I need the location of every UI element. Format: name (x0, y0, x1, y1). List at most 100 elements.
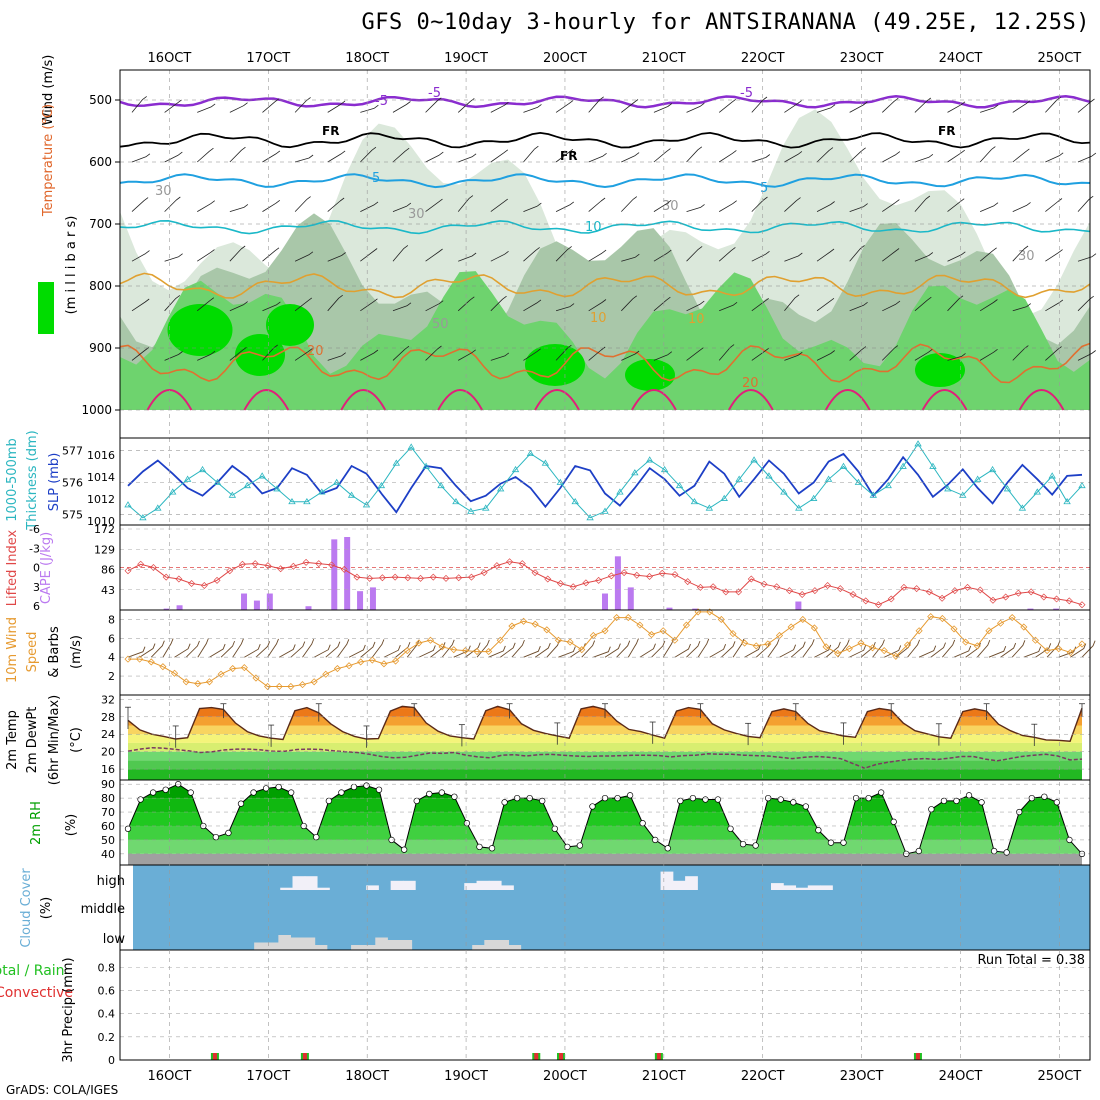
upper-wind-barb (197, 249, 215, 262)
surface-wind-barb (953, 645, 972, 658)
cloud-bar-high (820, 885, 833, 890)
cloud-bar-high (366, 885, 379, 890)
thickness-marker (183, 475, 192, 482)
upper-wind-barb (979, 202, 999, 212)
wind-speed-marker (869, 644, 877, 652)
wind-speed-marker (136, 655, 144, 663)
surface-wind-barb (302, 638, 315, 658)
thickness-marker (1018, 504, 1027, 511)
rh-marker (1041, 793, 1048, 800)
temp-tick-label: 24 (101, 728, 115, 741)
upper-wind-barb (816, 201, 835, 212)
contour-label: FR (560, 149, 577, 163)
wind-speed-marker (764, 640, 772, 648)
upper-wind-barb (523, 299, 542, 312)
upper-wind-barb (1012, 303, 1031, 312)
upper-wind-barb (229, 346, 247, 361)
upper-wind-barb (196, 147, 214, 163)
lifted-index-marker (277, 565, 285, 573)
contour-label: -5 (740, 86, 753, 101)
temp-band (128, 725, 1082, 735)
upper-wind-barb (392, 202, 412, 212)
surface-wind-barb (267, 638, 279, 658)
wind-ylabel: (m/s) (69, 635, 84, 669)
thickness-marker (198, 465, 207, 473)
wind-speed-marker (938, 614, 946, 623)
surface-wind-barb (790, 641, 806, 658)
rh-marker (551, 825, 558, 832)
cape-bar (331, 539, 338, 610)
upper-wind-barb (784, 294, 800, 312)
footer-credit: GrADS: COLA/IGES (6, 1083, 119, 1097)
wind-speed-marker (1031, 636, 1040, 644)
upper-wind-barb (197, 200, 215, 212)
surface-wind-barb (383, 645, 401, 658)
cape-bar (357, 591, 364, 610)
upper-wind-barb (686, 204, 705, 212)
rh-marker (124, 825, 132, 832)
upper-wind-barb (947, 295, 964, 312)
upper-wind-barb (164, 295, 181, 312)
thickness-marker (631, 469, 639, 476)
cloud-bar-high (476, 880, 490, 890)
wind-speed-marker (322, 670, 330, 678)
lifted-index-marker (747, 575, 755, 583)
upper-wind-barb (1012, 148, 1030, 163)
upper-wind-barb (882, 199, 900, 212)
wind-speed-marker (438, 643, 446, 651)
slp-tick-label: 1014 (87, 471, 115, 484)
cape-bar (344, 537, 351, 610)
rh-marker (426, 790, 433, 798)
cloud-bar-high (402, 880, 416, 890)
upper-wind-barb (979, 348, 998, 361)
rh-marker (350, 783, 358, 791)
rh-dark-pocket-5 (915, 353, 965, 387)
upper-ytick-label: 500 (89, 93, 112, 107)
wind-speed-marker (647, 630, 656, 639)
thickness-marker (169, 488, 177, 495)
upper-wind-barb (588, 249, 607, 262)
cloud-bar-high (501, 885, 514, 890)
thickness-marker (675, 481, 684, 489)
rh-marker (539, 797, 546, 805)
upper-wind-barb (1077, 98, 1095, 113)
thickness-marker (362, 501, 371, 508)
surface-30c-contour (534, 389, 580, 411)
lifted-index-marker (887, 595, 895, 603)
thickness-marker (780, 488, 788, 495)
top-time-label: 24OCT (939, 51, 983, 66)
upper-wind-barb (197, 350, 216, 361)
cape-tick-label: 129 (94, 543, 115, 556)
thickness-marker (750, 456, 758, 463)
upper-wind-barb (262, 199, 281, 212)
upper-wind-barb (718, 150, 737, 163)
surface-wind-barb (651, 640, 666, 658)
upper-wind-barb (523, 104, 542, 113)
upper-wind-barb (1045, 198, 1063, 212)
wind-speed-marker (357, 658, 365, 666)
top-time-label: 22OCT (741, 51, 785, 66)
upper-wind-barb (718, 98, 737, 113)
surface-wind-barb (1011, 640, 1026, 658)
thickness-tick-label: 577 (62, 444, 83, 457)
upper-wind-barb (131, 298, 150, 312)
wind-speed-marker (1043, 647, 1051, 655)
upper-wind-barb (458, 153, 477, 163)
lifted-index-marker (964, 583, 972, 591)
upper-wind-barb (294, 348, 313, 361)
wind-speed-marker (554, 636, 563, 644)
wind-speed-marker (147, 658, 155, 666)
surface-wind-barb (546, 640, 560, 658)
wind-speed-marker (170, 669, 179, 677)
cloud-bar-high (685, 876, 698, 890)
rh-marker (476, 843, 483, 851)
thickness-marker (899, 462, 907, 469)
contour-label: 30 (155, 184, 172, 199)
upper-wind-barb (229, 102, 248, 113)
rh-marker (915, 847, 922, 855)
upper-wind-barb (294, 297, 313, 312)
precip-convective-bar (915, 1053, 920, 1060)
rh-marker (1053, 799, 1061, 806)
contour-label: 30 (662, 199, 679, 214)
precip-ylabel: Total / Rain (0, 963, 65, 979)
